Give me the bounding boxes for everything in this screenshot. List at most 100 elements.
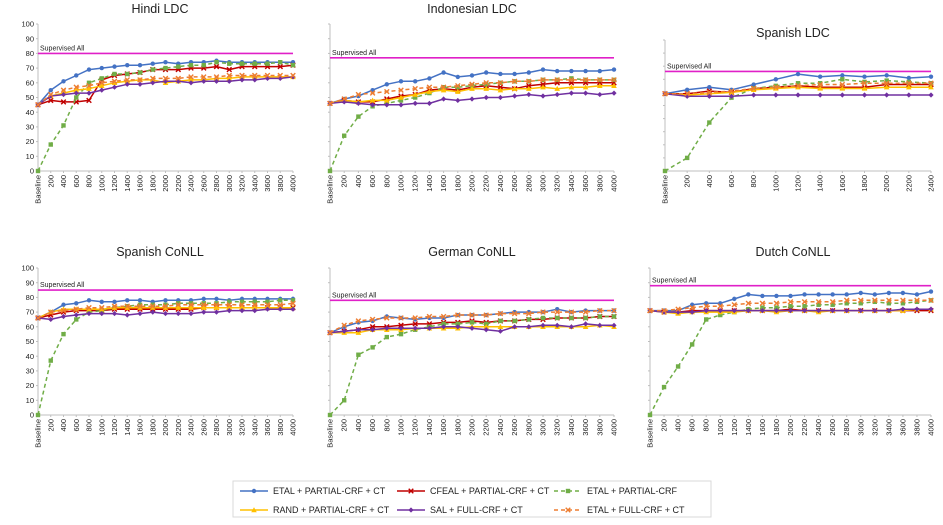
data-point <box>290 62 296 68</box>
data-point <box>862 79 867 85</box>
x-tick-label: 2400 <box>187 419 196 436</box>
data-point <box>440 313 447 320</box>
data-point <box>774 305 779 310</box>
data-point-b <box>226 72 233 79</box>
data-point <box>277 63 284 70</box>
data-point-b <box>843 297 850 304</box>
data-point <box>843 297 850 304</box>
data-point <box>732 296 737 302</box>
data-point <box>74 73 79 78</box>
data-point <box>226 301 233 308</box>
data-point <box>597 77 603 83</box>
x-tick-label: 3400 <box>567 175 576 192</box>
x-tick-label: 3000 <box>856 419 865 436</box>
data-point <box>469 85 475 91</box>
data-point <box>125 71 130 77</box>
data-point-b <box>914 297 920 304</box>
data-point <box>900 306 906 312</box>
x-tick-label: 4000 <box>610 175 619 192</box>
data-point <box>111 78 118 85</box>
data-point <box>201 309 207 315</box>
data-point <box>426 88 433 94</box>
data-point <box>201 78 207 84</box>
data-point <box>86 298 92 303</box>
x-tick-label: 2600 <box>510 419 519 436</box>
data-point-b <box>728 88 735 94</box>
data-point <box>290 306 296 312</box>
data-point <box>137 77 143 83</box>
series-line-etal_pcrf <box>37 61 294 172</box>
data-point-b <box>526 82 532 89</box>
data-point-b <box>759 300 766 307</box>
data-point <box>327 100 333 107</box>
data-point-b <box>264 301 271 308</box>
x-tick-label: 1200 <box>794 175 803 192</box>
data-point <box>554 309 560 315</box>
data-point <box>684 90 690 97</box>
x-tick-label: 600 <box>368 175 377 188</box>
x-tick-label: 3800 <box>276 175 285 192</box>
data-point-b <box>582 77 589 83</box>
data-point <box>277 301 284 308</box>
data-point <box>830 308 836 314</box>
series-etal_pcrf_ct <box>35 58 296 108</box>
data-point <box>413 95 418 100</box>
data-point-b <box>647 307 653 314</box>
data-point <box>906 80 912 87</box>
data-point <box>540 322 546 328</box>
data-point <box>816 308 822 314</box>
data-point <box>707 84 712 90</box>
data-point <box>35 102 41 108</box>
data-point <box>469 320 475 325</box>
data-point-b <box>35 315 41 321</box>
data-point <box>840 77 845 82</box>
data-point <box>484 70 489 75</box>
data-point <box>239 304 245 310</box>
data-point <box>745 308 751 314</box>
data-point-b <box>689 304 695 311</box>
data-point <box>47 91 54 98</box>
data-point-b <box>111 303 118 310</box>
x-tick-label: 4000 <box>927 419 936 436</box>
data-point <box>251 304 258 310</box>
data-point <box>569 315 574 321</box>
x-tick-label: 200 <box>340 419 349 432</box>
data-point <box>35 315 41 321</box>
y-tick-label: 100 <box>21 264 34 273</box>
x-tick-label: 3000 <box>225 175 234 192</box>
data-point <box>60 99 67 105</box>
y-tick-label: 10 <box>26 152 34 161</box>
data-point <box>512 71 517 77</box>
x-tick-label: 1800 <box>453 419 462 436</box>
data-point <box>252 77 258 83</box>
data-point <box>760 293 765 299</box>
data-point-b <box>745 300 752 307</box>
x-tick-label: 4000 <box>289 419 298 436</box>
data-point-b <box>398 322 404 329</box>
data-point <box>278 298 283 303</box>
data-point <box>731 308 737 314</box>
data-point <box>176 64 181 69</box>
data-point <box>124 77 131 83</box>
x-tick-label: 3000 <box>539 175 548 192</box>
data-point <box>746 292 751 297</box>
data-point <box>662 168 668 174</box>
data-point <box>568 90 574 96</box>
x-tick-label: 1200 <box>411 175 420 192</box>
y-tick-label: 30 <box>26 367 34 376</box>
data-point-b <box>426 313 433 320</box>
data-point <box>125 62 130 68</box>
data-point <box>226 308 232 314</box>
x-tick-label: 600 <box>72 175 81 188</box>
data-point <box>149 303 156 310</box>
data-point <box>188 80 194 86</box>
data-point <box>817 85 823 91</box>
x-tick-label: 3600 <box>581 175 590 192</box>
x-tick-label: 400 <box>354 419 363 432</box>
data-point <box>497 310 504 317</box>
data-point-b <box>497 84 504 91</box>
data-point <box>200 301 207 308</box>
data-point <box>839 81 846 88</box>
data-point <box>497 328 503 334</box>
data-point-b <box>661 307 667 314</box>
